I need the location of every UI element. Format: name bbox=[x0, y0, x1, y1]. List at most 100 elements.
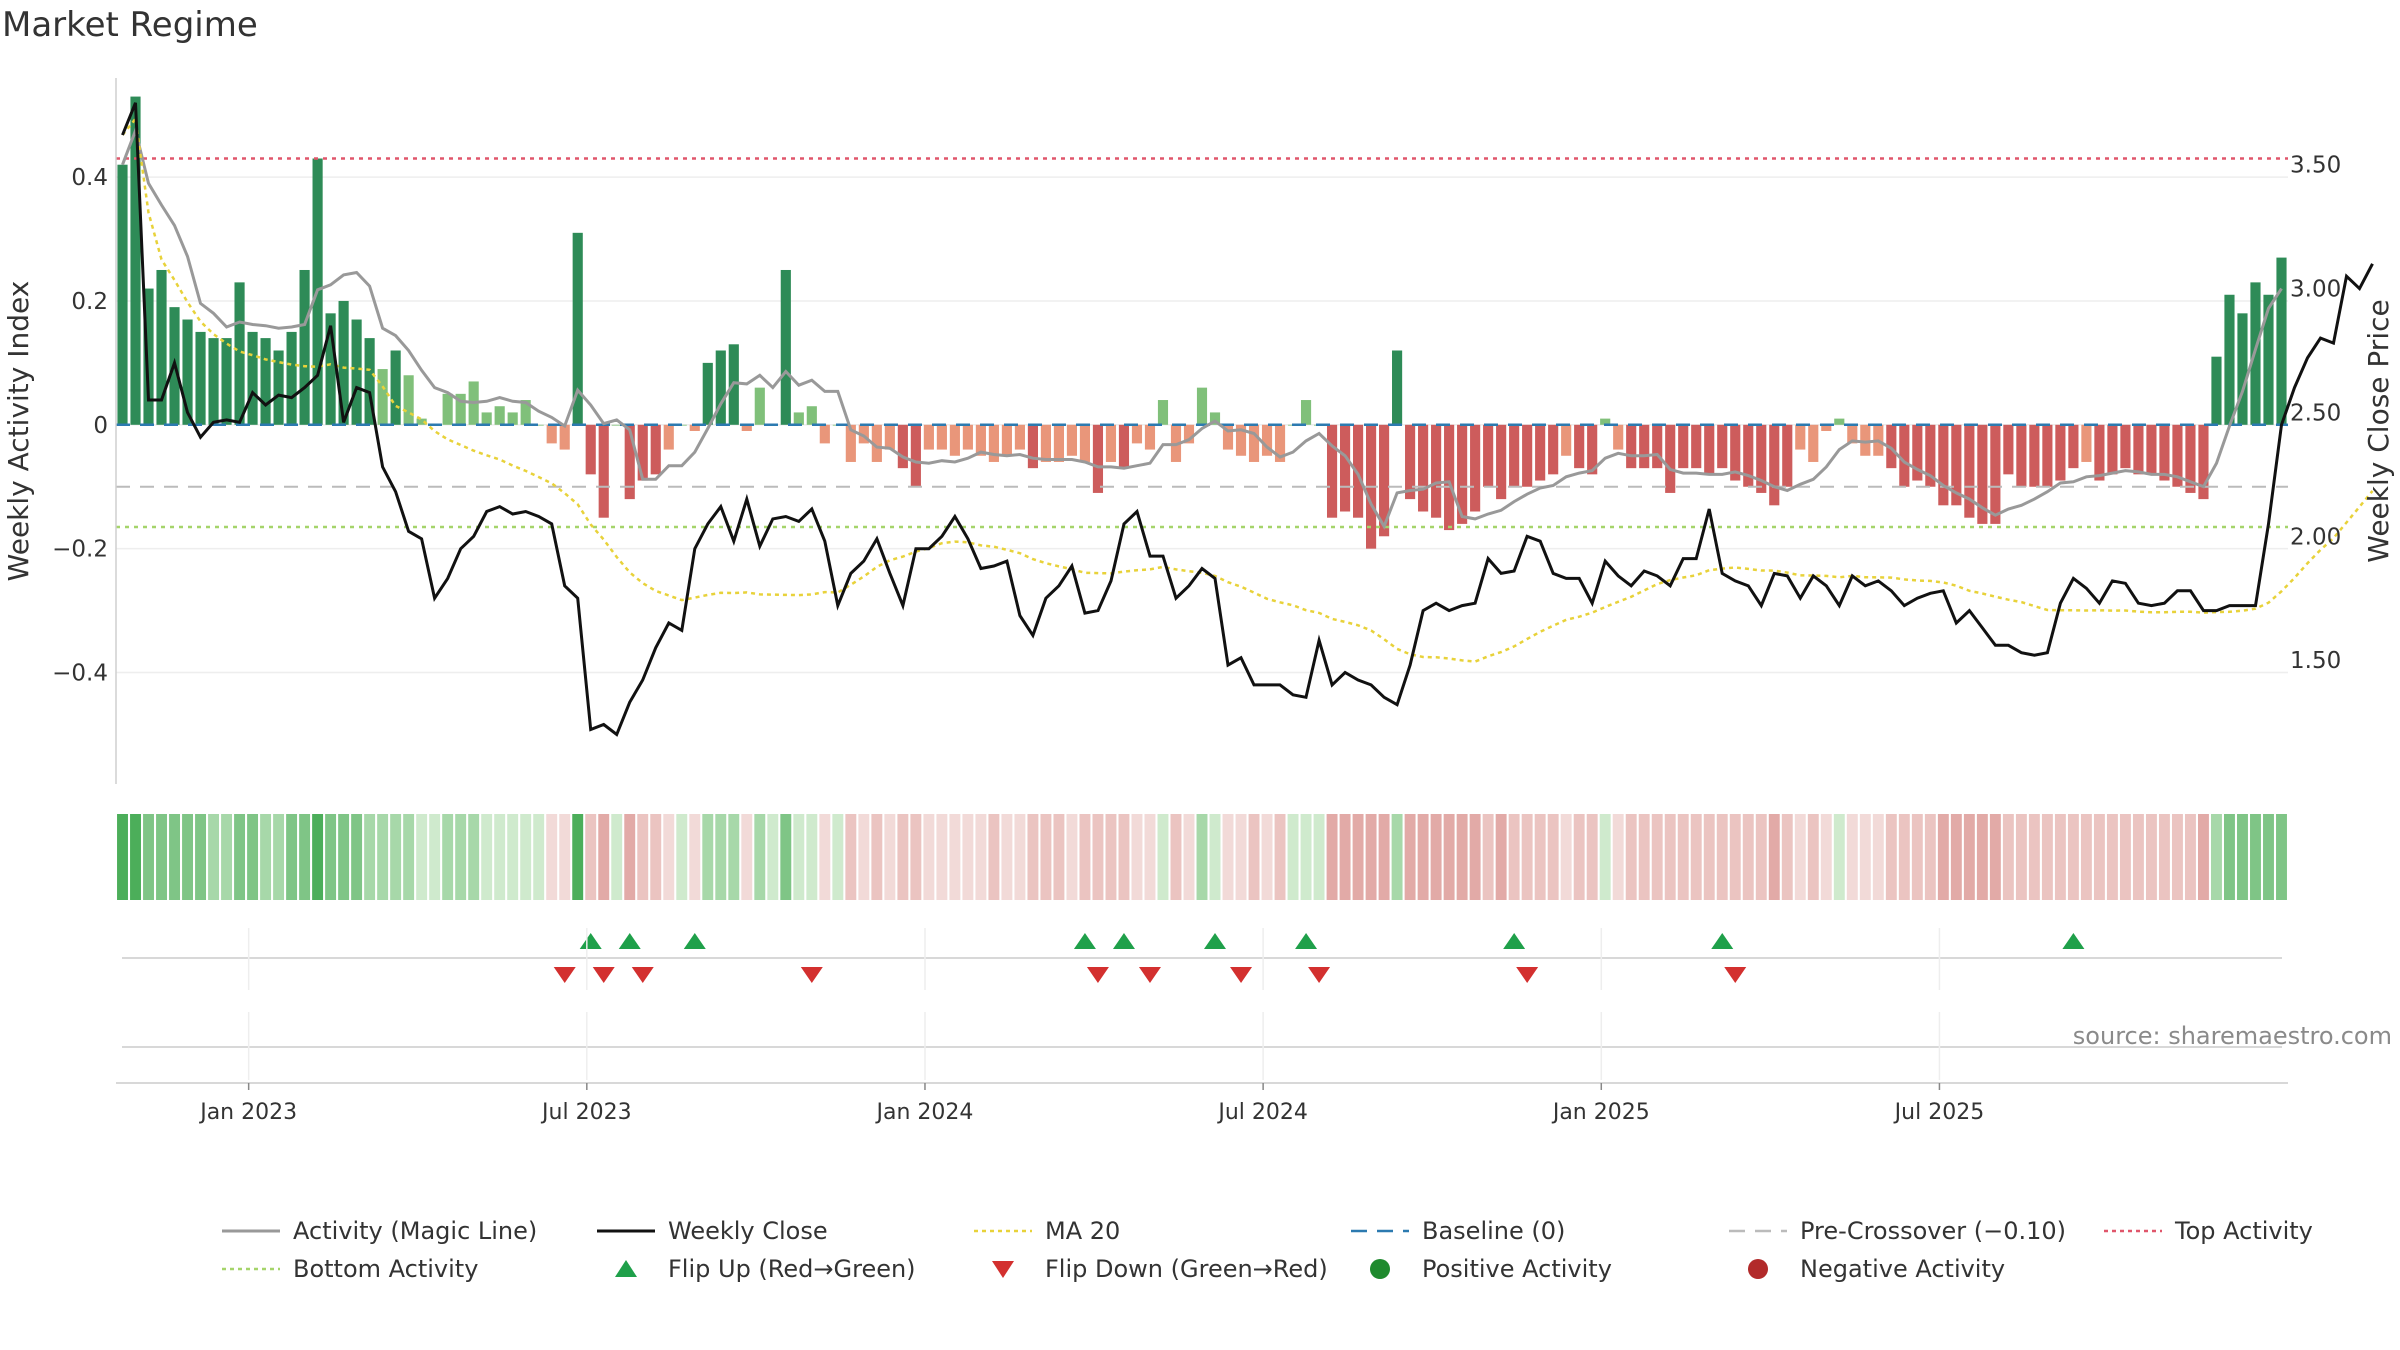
activity-bar bbox=[442, 393, 453, 425]
legend-item: Bottom Activity bbox=[222, 1255, 478, 1283]
regime-cell bbox=[2093, 814, 2105, 900]
activity-bar bbox=[1756, 424, 1767, 493]
flip-down-marker bbox=[1516, 967, 1539, 983]
activity-bar bbox=[1834, 418, 1845, 425]
regime-cell bbox=[1404, 814, 1416, 900]
activity-bar bbox=[286, 331, 297, 425]
y-left-tick-label: 0.2 bbox=[71, 289, 108, 315]
flip-up-marker bbox=[1503, 933, 1526, 949]
activity-bar bbox=[1261, 424, 1273, 456]
activity-bar bbox=[299, 269, 310, 425]
flip-up-marker bbox=[2062, 933, 2085, 949]
activity-bar bbox=[2120, 424, 2131, 469]
regime-cell bbox=[2119, 814, 2131, 900]
activity-bar bbox=[1001, 424, 1012, 456]
activity-bar bbox=[1157, 400, 1169, 425]
regime-cell bbox=[1183, 814, 1195, 900]
flip-up-marker bbox=[1711, 933, 1734, 949]
activity-bar bbox=[1300, 400, 1312, 425]
activity-bar bbox=[208, 338, 219, 425]
activity-bar bbox=[2185, 424, 2196, 493]
activity-bar bbox=[416, 418, 427, 425]
legend-label: MA 20 bbox=[1045, 1217, 1120, 1245]
regime-cell bbox=[728, 814, 740, 900]
regime-cell bbox=[2041, 814, 2053, 900]
activity-bar bbox=[481, 412, 492, 425]
regime-cell bbox=[2002, 814, 2014, 900]
regime-cell bbox=[390, 814, 402, 900]
x-tick-label: Jan 2024 bbox=[875, 1100, 974, 1125]
activity-bar bbox=[1457, 424, 1468, 524]
regime-cell bbox=[1521, 814, 1533, 900]
activity-bar bbox=[871, 424, 882, 462]
activity-bar bbox=[1183, 424, 1195, 444]
activity-bar bbox=[377, 369, 388, 425]
activity-bar bbox=[806, 406, 817, 425]
regime-cell bbox=[2106, 814, 2118, 900]
regime-cell bbox=[1352, 814, 1364, 900]
activity-bar bbox=[1912, 424, 1923, 481]
flip-down-marker bbox=[592, 967, 615, 983]
flip-up-marker bbox=[1295, 933, 1318, 949]
activity-bar bbox=[351, 319, 362, 425]
regime-cell bbox=[2237, 814, 2248, 900]
regime-cell bbox=[819, 814, 831, 900]
activity-bar bbox=[1066, 424, 1078, 456]
regime-cell bbox=[1196, 814, 1208, 900]
legend-item: Negative Activity bbox=[1748, 1255, 2005, 1283]
legend-item: MA 20 bbox=[974, 1217, 1120, 1245]
flip-up-marker bbox=[1112, 933, 1135, 949]
regime-cell bbox=[1976, 814, 1988, 900]
regime-cell bbox=[494, 814, 506, 900]
regime-cell bbox=[1651, 814, 1663, 900]
regime-cell bbox=[1482, 814, 1494, 900]
regime-cell bbox=[1430, 814, 1442, 900]
activity-bar bbox=[1886, 424, 1897, 469]
regime-cell bbox=[572, 814, 584, 900]
regime-cell bbox=[1222, 814, 1234, 900]
regime-cell bbox=[286, 814, 298, 900]
activity-bar bbox=[338, 300, 349, 425]
regime-cell bbox=[1625, 814, 1637, 900]
activity-bar bbox=[585, 424, 596, 475]
activity-bar bbox=[130, 96, 141, 425]
regime-cell bbox=[1742, 814, 1754, 900]
regime-cell bbox=[2250, 814, 2261, 900]
regime-cell bbox=[325, 814, 337, 900]
legend: Activity (Magic Line) Weekly Close MA 20 Ba… bbox=[222, 1217, 2313, 1283]
regime-cell bbox=[1807, 814, 1819, 900]
regime-cell bbox=[1534, 814, 1546, 900]
legend-swatch-circle bbox=[1748, 1259, 1768, 1279]
regime-strip bbox=[117, 814, 2287, 900]
y-right-tick-label: 3.00 bbox=[2290, 277, 2341, 303]
legend-item: Flip Up (Red→Green) bbox=[615, 1255, 916, 1283]
activity-bar bbox=[793, 412, 804, 425]
regime-cell bbox=[1937, 814, 1949, 900]
activity-bar bbox=[1444, 424, 1455, 531]
regime-cell bbox=[416, 814, 428, 900]
activity-bar bbox=[2146, 424, 2157, 475]
regime-cell bbox=[1001, 814, 1013, 900]
regime-cell bbox=[2276, 814, 2287, 900]
activity-bar bbox=[1717, 424, 1728, 469]
activity-bar bbox=[858, 424, 869, 444]
activity-bar bbox=[1222, 424, 1234, 450]
regime-cell bbox=[1157, 814, 1169, 900]
regime-cell bbox=[117, 814, 128, 900]
regime-cell bbox=[1131, 814, 1143, 900]
y-left-tick-label: −0.2 bbox=[52, 537, 108, 563]
activity-bar bbox=[1743, 424, 1754, 487]
activity-bar bbox=[2003, 424, 2014, 475]
x-tick-label: Jan 2025 bbox=[1551, 1100, 1650, 1125]
activity-bar bbox=[494, 406, 505, 425]
activity-bar bbox=[117, 164, 128, 425]
regime-cell bbox=[2224, 814, 2235, 900]
activity-bar bbox=[156, 269, 167, 425]
activity-bar bbox=[1509, 424, 1520, 487]
regime-cell bbox=[1105, 814, 1117, 900]
activity-bar bbox=[260, 338, 271, 425]
activity-bar bbox=[1079, 424, 1091, 462]
legend-label: Negative Activity bbox=[1800, 1255, 2005, 1283]
regime-cell bbox=[2054, 814, 2066, 900]
regime-cell bbox=[351, 814, 363, 900]
